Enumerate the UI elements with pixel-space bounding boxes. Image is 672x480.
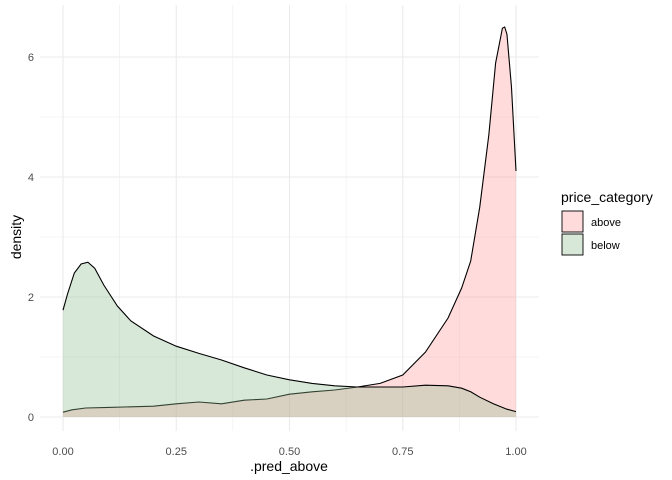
area-above — [63, 27, 516, 417]
x-tick-label: 0.00 — [52, 446, 73, 458]
area-below — [63, 262, 516, 417]
grid — [40, 5, 539, 431]
x-tick-label: 1.00 — [505, 446, 526, 458]
y-tick-labels: 0 2 4 6 — [28, 52, 34, 424]
density-line-below — [62, 261, 517, 413]
y-axis-title: density — [8, 215, 24, 259]
y-tick-label: 2 — [28, 292, 34, 304]
legend-key-below — [561, 233, 584, 256]
x-tick-label: 0.25 — [166, 446, 187, 458]
x-tick-labels: 0.00 0.25 0.50 0.75 1.00 — [52, 446, 526, 458]
x-tick-label: 0.75 — [392, 446, 413, 458]
y-tick-label: 6 — [28, 52, 34, 64]
density-areas — [62, 26, 517, 417]
legend-key-above — [561, 210, 584, 233]
legend-title: price_category — [561, 189, 653, 205]
legend-label-above: above — [591, 217, 621, 229]
legend: price_category above below — [561, 189, 653, 256]
y-tick-label: 4 — [28, 172, 34, 184]
y-tick-label: 0 — [28, 412, 34, 424]
x-tick-label: 0.50 — [279, 446, 300, 458]
legend-label-below: below — [591, 240, 620, 252]
x-axis-title: .pred_above — [250, 458, 328, 474]
